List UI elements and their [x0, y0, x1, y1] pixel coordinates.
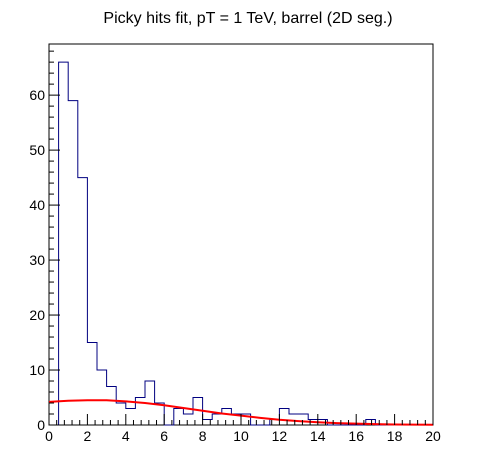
chart-title: Picky hits fit, pT = 1 TeV, barrel (2D s…: [103, 10, 392, 27]
x-tick-label: 18: [387, 428, 403, 444]
x-tick-label: 20: [425, 428, 441, 444]
y-tick-label: 10: [29, 362, 45, 378]
x-tick-label: 4: [122, 428, 130, 444]
x-tick-label: 16: [348, 428, 364, 444]
x-tick-label: 8: [199, 428, 207, 444]
axes-layer: 0 2 4 6 8 10 12 14 16 18 20 0 10 20 30 40 50 60: [29, 50, 441, 444]
x-tick-label: 6: [160, 428, 168, 444]
x-tick-label: 2: [84, 428, 92, 444]
histogram-layer: [49, 61, 433, 426]
y-tick-label: 60: [29, 87, 45, 103]
x-tick-label: 12: [272, 428, 288, 444]
y-tick-label: 0: [37, 417, 45, 433]
y-tick-label: 20: [29, 307, 45, 323]
y-tick-label: 40: [29, 197, 45, 213]
x-tick-label: 10: [233, 428, 249, 444]
y-tick-label: 50: [29, 142, 45, 158]
y-tick-label: 30: [29, 252, 45, 268]
histogram-outline: [49, 61, 433, 426]
plot-frame: [48, 43, 434, 426]
x-tick-label: 14: [310, 428, 326, 444]
x-tick-label: 0: [45, 428, 53, 444]
